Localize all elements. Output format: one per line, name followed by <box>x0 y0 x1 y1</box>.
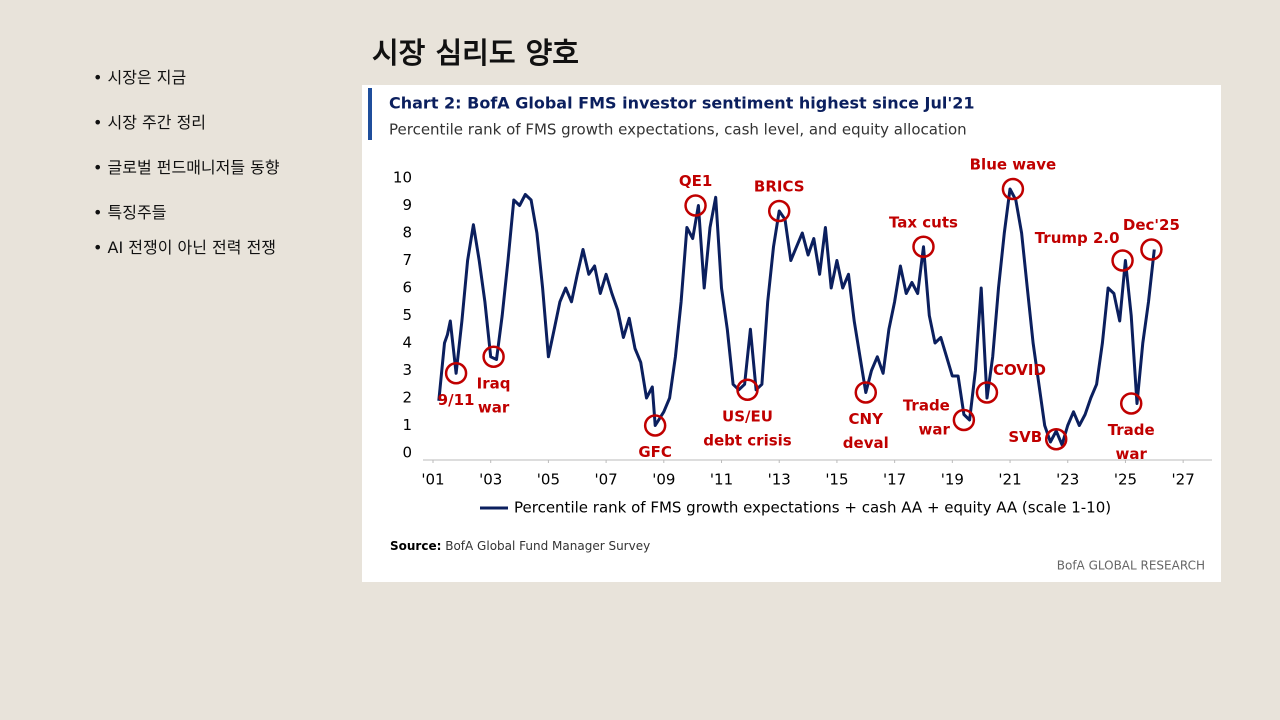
annotation-circle <box>643 414 667 437</box>
annotation-circle <box>444 362 468 385</box>
annotation-circle <box>1111 249 1134 272</box>
bullet: 글로벌 펀드매니저들 동향 <box>93 154 280 199</box>
chart-title: Chart 2: BofA Global FMS investor sentim… <box>389 94 975 113</box>
annotation-circle <box>1119 392 1143 415</box>
bullet: 시장 주간 정리 <box>93 109 280 154</box>
x-tick-label: '15 <box>825 471 848 489</box>
annotation-circle <box>854 381 878 404</box>
x-tick-label: '21 <box>998 471 1021 489</box>
source: Source: BofA Global Fund Manager Survey <box>390 539 650 553</box>
annotation-label: GFC <box>638 443 672 461</box>
annotation-label: war <box>1116 445 1148 463</box>
chart-background <box>362 85 1221 582</box>
y-tick-label: 0 <box>402 444 412 462</box>
annotation-label: SVB <box>1008 428 1042 446</box>
y-tick-label: 6 <box>402 279 412 297</box>
x-tick-label: '13 <box>768 471 791 489</box>
annotation-circle <box>1001 177 1025 201</box>
bullet-list: 시장은 지금 시장 주간 정리 글로벌 펀드매니저들 동향 특징주들 AI 전쟁… <box>93 64 280 279</box>
y-tick-label: 1 <box>402 416 412 434</box>
y-tick-label: 10 <box>393 169 412 187</box>
slide-title: 시장 심리도 양호 <box>372 36 579 70</box>
series-line <box>437 187 1156 447</box>
x-tick-label: '25 <box>1114 471 1137 489</box>
annotation-label: 9/11 <box>438 391 475 409</box>
annotation-label: BRICS <box>754 178 805 196</box>
annotation-circle <box>482 345 505 368</box>
annotation-circle <box>1044 428 1068 451</box>
annotation-label: war <box>478 398 510 416</box>
annotation-label: Trade <box>903 397 950 415</box>
source-text: BofA Global Fund Manager Survey <box>445 539 650 553</box>
annotation-label: COVID <box>993 361 1046 379</box>
x-tick-label: '11 <box>710 471 733 489</box>
annotation-label: war <box>918 421 950 439</box>
bullet: 시장은 지금 <box>93 64 280 109</box>
annotation-label: Dec'25 <box>1123 216 1180 234</box>
y-tick-label: 7 <box>402 251 412 269</box>
bullet: 특징주들 <box>93 199 280 244</box>
annotation-label: CNY <box>849 410 885 428</box>
annotation-label: Blue wave <box>970 156 1057 174</box>
annotation-circle <box>952 408 976 432</box>
annotation-circle <box>1140 238 1163 261</box>
legend-label: Percentile rank of FMS growth expectatio… <box>514 499 1111 517</box>
x-tick-label: '27 <box>1172 471 1195 489</box>
y-tick-label: 4 <box>402 334 412 352</box>
annotation-circle <box>767 199 791 223</box>
title-bar <box>368 88 372 140</box>
annotation-label: QE1 <box>679 172 712 190</box>
chart-subtitle: Percentile rank of FMS growth expectatio… <box>389 121 967 139</box>
bullet: AI 전쟁이 아닌 전력 전쟁 <box>93 234 280 279</box>
x-tick-label: '01 <box>421 471 444 489</box>
annotation-label: deval <box>843 434 889 452</box>
x-tick-label: '09 <box>652 471 675 489</box>
y-tick-label: 5 <box>402 306 412 324</box>
annotation-circle <box>912 235 935 258</box>
annotation-label: Iraq <box>477 374 511 392</box>
chart: Chart 2: BofA Global FMS investor sentim… <box>362 85 1221 582</box>
annotation-label: US/EU <box>722 407 773 425</box>
y-tick-label: 3 <box>402 361 412 379</box>
x-tick-label: '19 <box>941 471 964 489</box>
brand: BofA GLOBAL RESEARCH <box>1057 559 1205 573</box>
source-label: Source: <box>390 539 441 553</box>
y-tick-label: 2 <box>402 389 412 407</box>
y-tick-label: 9 <box>402 196 412 214</box>
x-tick-label: '07 <box>595 471 618 489</box>
x-tick-label: '03 <box>479 471 502 489</box>
x-tick-label: '23 <box>1056 471 1079 489</box>
annotation-circle <box>736 378 759 401</box>
y-tick-label: 8 <box>402 224 412 242</box>
annotation-label: Tax cuts <box>889 213 958 231</box>
annotation-label: debt crisis <box>703 431 792 449</box>
x-tick-label: '05 <box>537 471 560 489</box>
annotation-label: Trade <box>1108 421 1155 439</box>
x-tick-label: '17 <box>883 471 906 489</box>
annotation-label: Trump 2.0 <box>1035 229 1120 247</box>
annotation-circle <box>975 381 999 404</box>
annotation-circle <box>684 194 707 217</box>
